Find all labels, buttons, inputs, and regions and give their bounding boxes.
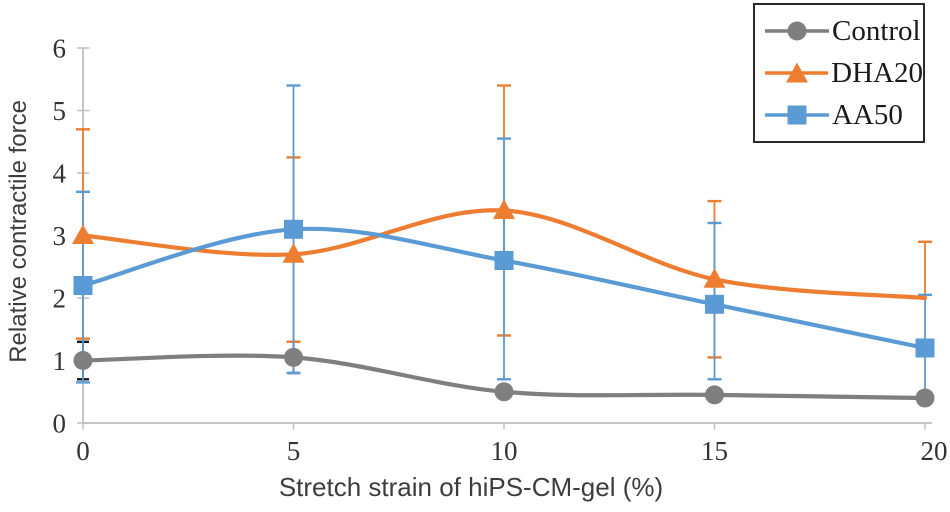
- x-tick-label: 0: [76, 436, 90, 466]
- y-axis-title-text: Relative contractile force: [5, 99, 32, 363]
- marker-aa50: [284, 219, 303, 239]
- legend-marker: [787, 105, 807, 125]
- y-tick-label: 4: [53, 159, 67, 189]
- marker-control: [284, 347, 303, 367]
- y-axis-title: Relative contractile force: [0, 85, 38, 377]
- marker-dha20: [493, 199, 515, 219]
- marker-control: [915, 388, 935, 408]
- marker-control: [73, 351, 93, 370]
- marker-control: [494, 382, 514, 402]
- y-tick-label: 0: [53, 409, 67, 439]
- x-tick-label: 5: [287, 436, 301, 466]
- y-tick-label: 1: [53, 346, 67, 376]
- legend-item-dha20: DHA20: [765, 56, 923, 89]
- marker-dha20: [703, 268, 726, 288]
- legend-label: AA50: [832, 98, 903, 131]
- marker-aa50: [73, 276, 93, 295]
- marker-aa50: [494, 251, 514, 270]
- x-tick-label: 15: [701, 436, 728, 466]
- legend-marker: [786, 62, 808, 83]
- legend-item-aa50: AA50: [765, 98, 923, 131]
- x-axis-title: Stretch strain of hiPS-CM-gel (%): [278, 472, 664, 502]
- marker-control: [705, 385, 724, 405]
- legend-item-control: Control: [765, 14, 923, 47]
- legend-marker: [787, 21, 807, 41]
- x-tick-label: 20: [921, 436, 948, 466]
- y-tick-label: 2: [53, 284, 67, 314]
- square-legend-marker-icon: [765, 105, 829, 125]
- marker-aa50: [705, 294, 724, 314]
- marker-dha20: [282, 243, 305, 263]
- x-tick-label: 10: [491, 436, 518, 466]
- legend-label: Control: [832, 14, 921, 47]
- legend-label: DHA20: [831, 56, 923, 89]
- series-control: [73, 347, 935, 408]
- y-tick-label: 3: [53, 221, 67, 251]
- circle-legend-marker-icon: [765, 21, 829, 41]
- marker-aa50: [915, 338, 935, 358]
- triangle-legend-marker-icon: [765, 62, 829, 83]
- marker-dha20: [72, 224, 94, 244]
- legend: Control DHA20 AA50: [753, 3, 925, 143]
- y-tick-label: 5: [53, 96, 67, 126]
- series-aa50: [73, 219, 935, 358]
- y-tick-label: 6: [53, 34, 67, 64]
- series-dha20: [72, 199, 928, 301]
